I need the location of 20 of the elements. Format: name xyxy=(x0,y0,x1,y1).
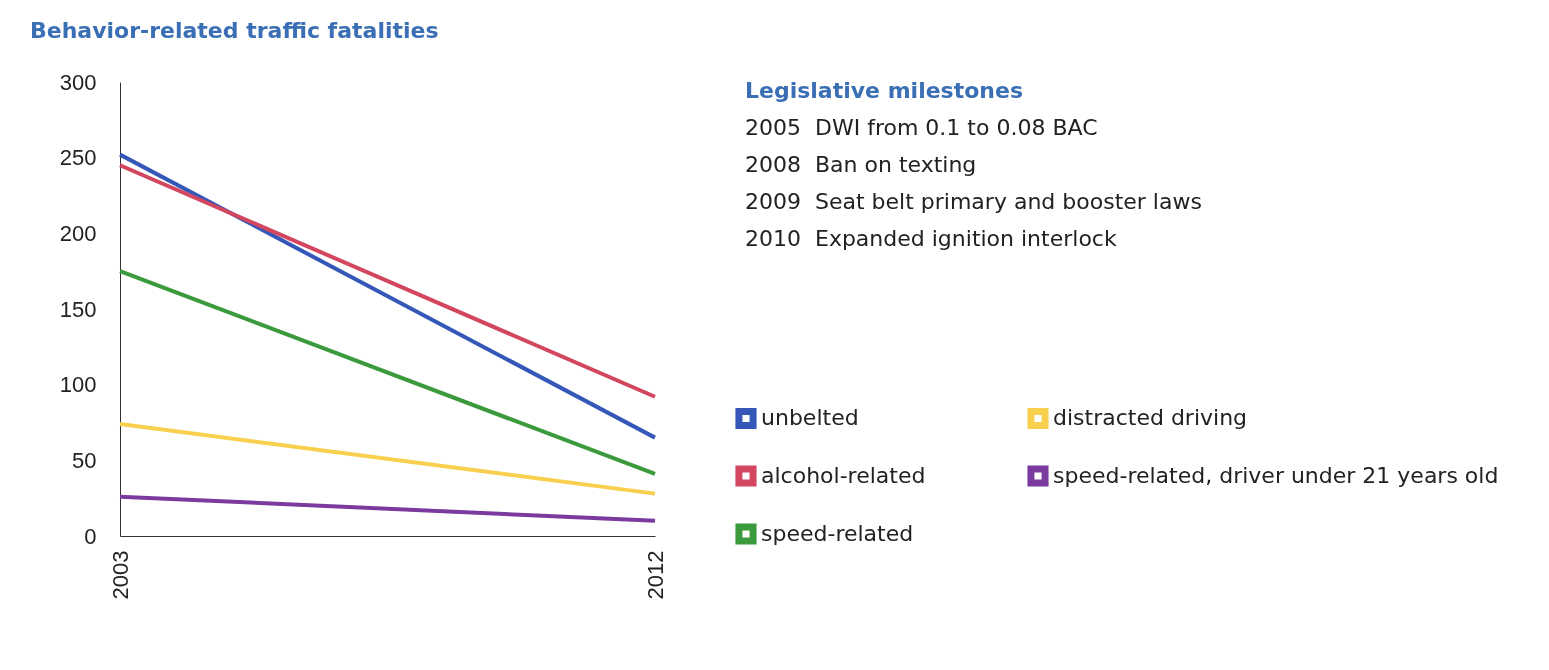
y-tick-label: 50 xyxy=(72,447,97,473)
y-tick-label: 100 xyxy=(59,372,97,398)
chart-title: Behavior-related traffic fatalities xyxy=(30,18,439,43)
x-tick-label: 2003 xyxy=(107,550,133,600)
annotation: 2009 Seat belt primary and booster laws xyxy=(745,189,1202,214)
legend-label: speed-related xyxy=(761,521,914,546)
annotation: Legislative milestones xyxy=(745,78,1025,103)
x-tick-label: 2012 xyxy=(642,550,668,600)
legend-label: speed-related, driver under 21 years old xyxy=(1053,463,1499,488)
legend-label: unbelted xyxy=(761,405,859,431)
annotation: 2010 Expanded ignition interlock xyxy=(745,226,1118,251)
y-tick-label: 200 xyxy=(59,220,97,246)
annotation: 2008 Ban on texting xyxy=(745,152,978,177)
legend-label: alcohol-related xyxy=(761,463,926,488)
y-tick-label: 0 xyxy=(84,523,97,549)
legend-label: distracted driving xyxy=(1053,405,1248,431)
y-tick-label: 300 xyxy=(59,69,97,95)
y-tick-label: 150 xyxy=(59,296,97,322)
y-tick-label: 250 xyxy=(59,145,97,171)
annotation: 2005 DWI from 0.1 to 0.08 BAC xyxy=(745,115,1099,140)
